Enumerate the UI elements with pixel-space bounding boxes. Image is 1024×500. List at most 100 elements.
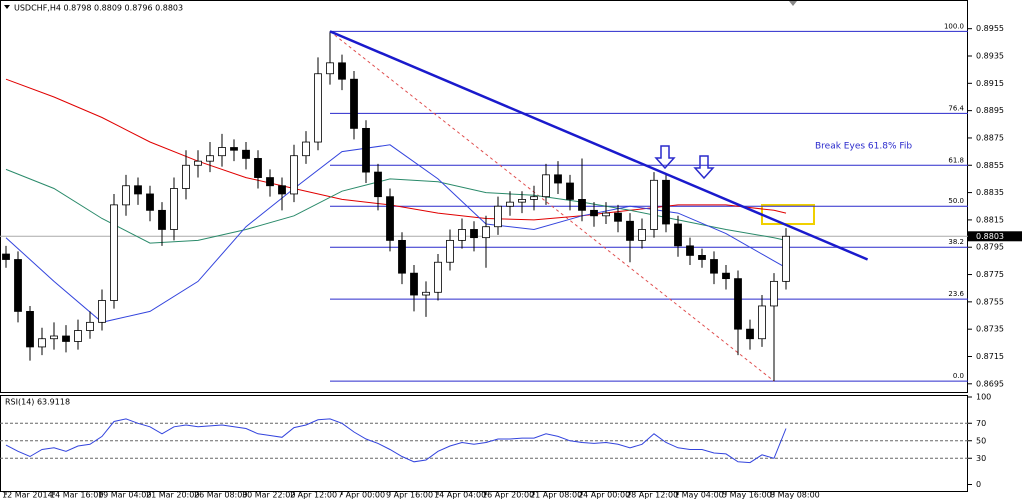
rsi-line: [5, 418, 787, 464]
fib-label: 100.0: [944, 22, 964, 30]
shift-marker: [789, 1, 797, 6]
candle-body: [698, 255, 706, 260]
candle-body: [86, 321, 94, 331]
y-tick-label: 0.8935: [976, 52, 1004, 61]
rsi-title: RSI(14) 63.9118: [5, 398, 70, 407]
candle-body: [314, 73, 322, 143]
candle-body: [782, 235, 790, 282]
candle-body: [662, 179, 670, 225]
fib-label: 0.0: [953, 372, 964, 380]
candle-body: [482, 226, 490, 239]
x-tick-label: 24 Apr 00:00: [578, 491, 630, 500]
x-tick-label: 14 Apr 04:00: [434, 491, 486, 500]
fib-label: 61.8: [948, 156, 964, 164]
candle-body: [350, 78, 358, 129]
candle-body: [734, 278, 742, 330]
x-tick-label: 12 Mar 2014: [2, 491, 53, 500]
x-tick-label: 28 Apr 12:00: [626, 491, 678, 500]
y-tick-label: 0.8715: [976, 352, 1004, 361]
y-tick-label: 0.8755: [976, 297, 1004, 306]
candle-body: [122, 185, 130, 206]
y-tick-label: 0.8695: [976, 379, 1004, 388]
trendline: [329, 30, 869, 261]
symbol-menu-icon[interactable]: [4, 5, 10, 9]
candle-body: [758, 305, 766, 340]
candle-body: [470, 229, 478, 239]
x-tick-label: 21 Mar 20:00: [146, 491, 199, 500]
candle-body: [686, 245, 694, 256]
x-tick-label: 8 May 08:00: [770, 491, 820, 500]
x-tick-label: 1 May 04:00: [674, 491, 724, 500]
candle-body: [374, 171, 382, 198]
candle-body: [134, 185, 142, 195]
candle-body: [302, 141, 310, 157]
rsi-panel: [0, 395, 968, 492]
candle-body: [650, 179, 658, 230]
candle-body: [602, 212, 610, 217]
x-tick-label: 2 Apr 12:00: [290, 491, 337, 500]
annotation: Break Eyes 61.8% Fib: [815, 142, 912, 152]
candle-body: [98, 300, 106, 323]
candle-body: [446, 239, 454, 263]
x-tick-label: 30 Mar 22:00: [242, 491, 295, 500]
candle-body: [110, 204, 118, 301]
candle-body: [710, 259, 718, 274]
x-tick-label: 16 Apr 20:00: [482, 491, 534, 500]
candle-body: [638, 229, 646, 241]
candle-body: [386, 196, 394, 241]
candle-body: [2, 253, 10, 260]
y-tick-label: 0.8795: [976, 243, 1004, 252]
candle-body: [398, 239, 406, 274]
y-tick-label: 0.8735: [976, 325, 1004, 334]
candle-body: [50, 335, 58, 340]
candle-body: [38, 338, 46, 348]
last-price-label: 0.8803: [976, 232, 1004, 241]
candle-body: [74, 330, 82, 342]
candle-body: [290, 155, 298, 195]
candle-body: [422, 291, 430, 296]
candle-body: [266, 177, 274, 187]
candle-body: [194, 160, 202, 166]
chart-title: USDCHF,H4 0.8798 0.8809 0.8796 0.8803: [14, 4, 183, 13]
candle-body: [578, 199, 586, 211]
candle-body: [26, 311, 34, 348]
y-tick-label: 30: [976, 454, 986, 463]
fib-label: 23.6: [948, 290, 964, 298]
candle-body: [770, 280, 778, 307]
candle-body: [458, 229, 466, 241]
main-panel: [0, 0, 968, 393]
arrow-marker: [654, 145, 676, 170]
y-tick-label: 0: [976, 480, 981, 489]
candle-body: [362, 127, 370, 173]
candle-body: [722, 272, 730, 280]
y-tick-label: 0.8895: [976, 106, 1004, 115]
candle-body: [434, 261, 442, 293]
last-price-box: [968, 231, 1022, 242]
candle-body: [494, 205, 502, 228]
candle-body: [242, 149, 250, 159]
x-tick-label: 14 Mar 16:00: [50, 491, 103, 500]
candle-body: [566, 182, 574, 200]
candle-body: [170, 188, 178, 230]
candle-body: [182, 164, 190, 189]
y-tick-label: 0.8915: [976, 79, 1004, 88]
candle-body: [614, 212, 622, 222]
fib-label: 38.2: [948, 238, 964, 246]
moving-average: [5, 78, 787, 221]
x-tick-label: 9 Apr 16:00: [386, 491, 433, 500]
y-tick-label: 0.8775: [976, 270, 1004, 279]
candle-body: [530, 196, 538, 200]
x-tick-label: 5 May 16:00: [722, 491, 772, 500]
candle-body: [542, 174, 550, 198]
arrow-marker: [693, 155, 715, 180]
x-tick-label: 21 Apr 08:00: [530, 491, 582, 500]
candle-body: [590, 209, 598, 217]
fib-label: 76.4: [948, 104, 964, 112]
y-tick-label: 0.8855: [976, 161, 1004, 170]
candle-body: [218, 147, 226, 157]
moving-average: [5, 168, 787, 244]
y-tick-label: 0.8955: [976, 24, 1004, 33]
y-tick-label: 50: [976, 436, 986, 445]
y-tick-label: 0.8835: [976, 188, 1004, 197]
